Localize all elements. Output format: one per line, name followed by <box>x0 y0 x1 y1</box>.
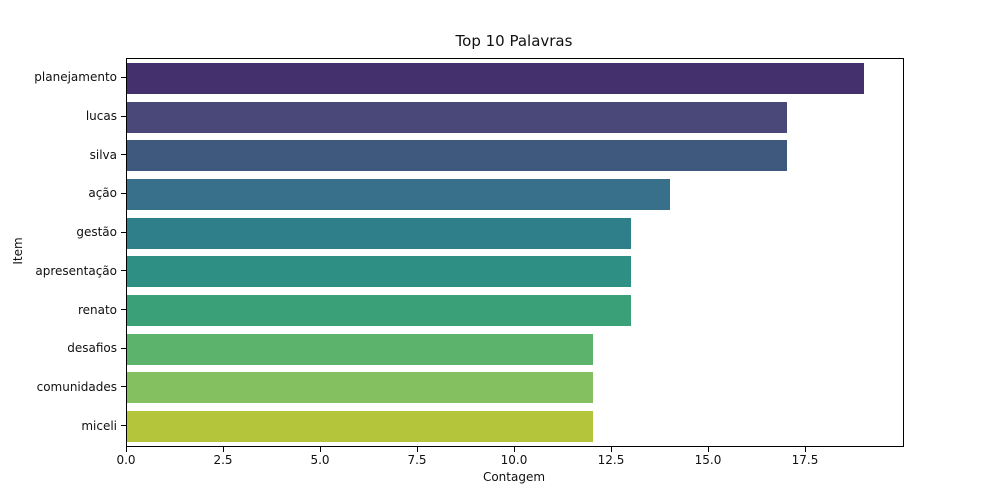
x-tick-label-15.0: 15.0 <box>694 453 722 467</box>
x-tick-mark <box>707 447 709 452</box>
y-tick-label-renato: renato <box>77 302 117 317</box>
y-tick-label-silva: silva <box>89 147 117 162</box>
x-tick-label-7.5: 7.5 <box>407 453 427 467</box>
bar-comunidades <box>127 372 593 404</box>
bar-gestão <box>127 217 632 249</box>
x-tick-mark <box>222 447 224 452</box>
y-tick-label-comunidades: comunidades <box>36 379 117 394</box>
x-tick-mark <box>610 447 612 452</box>
x-tick-mark <box>513 447 515 452</box>
x-tick-label-12.5: 12.5 <box>597 453 625 467</box>
y-tick-mark <box>121 347 126 349</box>
plot-area <box>126 58 904 447</box>
y-tick-mark <box>121 425 126 427</box>
y-tick-label-miceli: miceli <box>81 418 117 433</box>
x-tick-label-17.5: 17.5 <box>791 453 819 467</box>
y-tick-mark <box>121 270 126 272</box>
y-tick-mark <box>121 386 126 388</box>
x-axis-label: Contagem <box>482 470 546 484</box>
y-tick-label-lucas: lucas <box>85 109 117 124</box>
x-tick-label-5.0: 5.0 <box>310 453 330 467</box>
x-tick-mark <box>804 447 806 452</box>
bar-apresentação <box>127 256 632 288</box>
x-tick-label-10.0: 10.0 <box>500 453 528 467</box>
y-tick-mark <box>121 309 126 311</box>
y-tick-mark <box>121 115 126 117</box>
y-tick-label-apresentação: apresentação <box>35 263 117 278</box>
x-tick-mark <box>319 447 321 452</box>
x-tick-label-0.0: 0.0 <box>116 453 136 467</box>
chart-title: Top 10 Palavras <box>455 32 573 50</box>
bar-silva <box>127 140 787 172</box>
bar-renato <box>127 295 632 327</box>
y-tick-mark <box>121 192 126 194</box>
y-tick-label-desafios: desafios <box>67 341 117 356</box>
bar-desafios <box>127 333 593 365</box>
y-tick-mark <box>121 231 126 233</box>
x-tick-mark <box>125 447 127 452</box>
y-tick-label-gestão: gestão <box>76 225 117 240</box>
x-tick-mark <box>416 447 418 452</box>
y-tick-mark <box>121 154 126 156</box>
y-tick-label-ação: ação <box>88 186 117 201</box>
bar-miceli <box>127 411 593 443</box>
bar-planejamento <box>127 62 865 94</box>
y-tick-mark <box>121 76 126 78</box>
bar-lucas <box>127 101 787 133</box>
bar-ação <box>127 178 671 210</box>
y-tick-label-planejamento: planejamento <box>34 70 117 85</box>
x-tick-label-2.5: 2.5 <box>213 453 233 467</box>
